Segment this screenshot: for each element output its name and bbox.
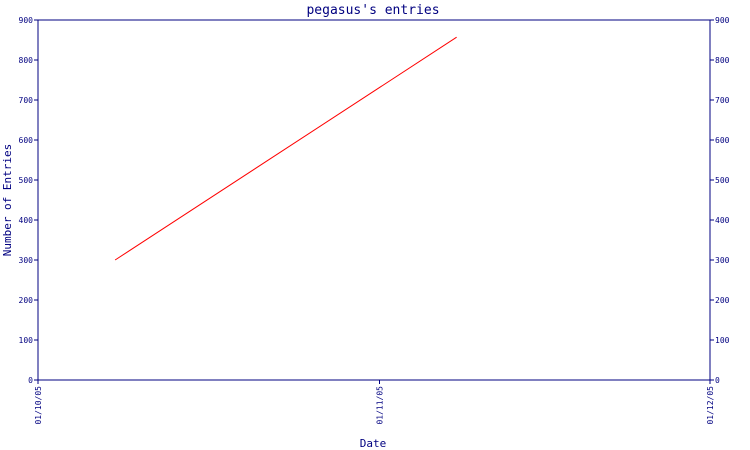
x-tick-label: 01/12/05 [706,386,715,425]
y-tick-label-left: 400 [19,216,34,225]
series-line-0 [114,36,457,261]
y-tick-label-right: 200 [715,296,730,305]
y-tick-label-right: 700 [715,96,730,105]
y-tick-label-left: 900 [19,16,34,25]
plot-area-frame [37,19,711,381]
y-tick-label-left: 600 [19,136,34,145]
y-tick-label-left: 0 [28,376,33,385]
y-tick-label-left: 100 [19,336,34,345]
y-tick-label-left: 800 [19,56,34,65]
x-tick-label: 01/10/05 [34,386,43,425]
y-axis-title: Number of Entries [1,144,14,257]
y-tick-label-right: 900 [715,16,730,25]
y-tick-label-left: 700 [19,96,34,105]
y-tick-label-right: 600 [715,136,730,145]
y-tick-label-right: 300 [715,256,730,265]
y-tick-label-left: 300 [19,256,34,265]
y-tick-label-right: 500 [715,176,730,185]
series-layer [114,36,457,261]
x-tick-label: 01/11/05 [376,386,385,425]
y-tick-label-right: 800 [715,56,730,65]
x-axis: 01/10/05 01/11/05 01/12/05 [34,380,715,425]
y-tick-label-right: 400 [715,216,730,225]
y-tick-label-left: 200 [19,296,34,305]
y-axis-right: 0 100 200 300 400 500 600 700 800 900 [710,16,730,385]
chart-title: pegasus's entries [306,3,439,18]
y-axis-left: 0 100 200 300 400 500 600 700 800 900 [19,16,38,385]
y-tick-label-left: 500 [19,176,34,185]
y-tick-label-right: 100 [715,336,730,345]
y-tick-label-right: 0 [715,376,720,385]
x-axis-title: Date [360,437,387,450]
